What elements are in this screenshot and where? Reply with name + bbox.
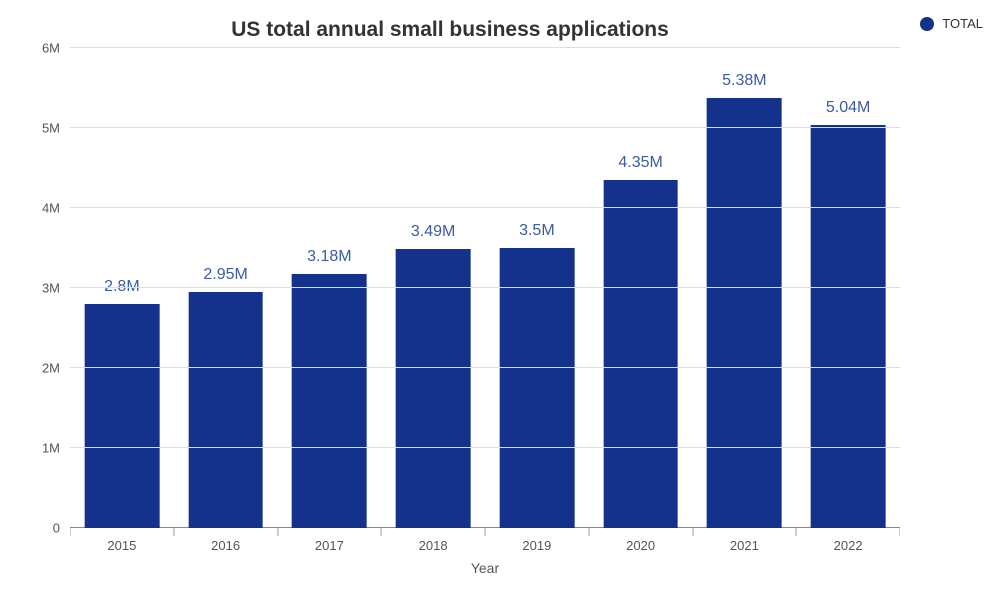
bar-value-label: 3.18M: [307, 248, 351, 266]
bar-value-label: 5.04M: [826, 99, 870, 117]
bar-slot: 3.18M2017: [278, 48, 382, 528]
x-tick-label: 2018: [419, 538, 448, 553]
x-tick: 2018: [381, 528, 485, 536]
y-tick-label: 2M: [42, 361, 70, 376]
bar: [811, 125, 886, 528]
gridline: [70, 47, 900, 48]
x-tick-label: 2016: [211, 538, 240, 553]
bar-slot: 2.8M2015: [70, 48, 174, 528]
legend: TOTAL: [920, 16, 983, 31]
bar: [603, 180, 678, 528]
bar-value-label: 4.35M: [618, 154, 662, 172]
bar: [707, 98, 782, 528]
legend-swatch: [920, 17, 934, 31]
bar-slot: 3.49M2018: [381, 48, 485, 528]
x-tick: 2017: [278, 528, 382, 536]
y-tick-label: 6M: [42, 41, 70, 56]
x-axis-title: Year: [70, 560, 900, 576]
y-tick-label: 4M: [42, 201, 70, 216]
x-tick: 2016: [174, 528, 278, 536]
x-tick: 2020: [589, 528, 693, 536]
x-tick: 2015: [70, 528, 174, 536]
bar: [85, 304, 160, 528]
x-tick-label: 2017: [315, 538, 344, 553]
bar-slot: 5.38M2021: [693, 48, 797, 528]
y-tick-label: 0: [53, 521, 70, 536]
chart-container: US total annual small business applicati…: [0, 0, 1001, 601]
y-tick-label: 3M: [42, 281, 70, 296]
x-tick-label: 2020: [626, 538, 655, 553]
x-tick-label: 2015: [107, 538, 136, 553]
gridline: [70, 447, 900, 448]
x-tick-label: 2022: [834, 538, 863, 553]
bar-slot: 3.5M2019: [485, 48, 589, 528]
x-tick: 2021: [693, 528, 797, 536]
bar-value-label: 2.95M: [203, 266, 247, 284]
bar-slot: 4.35M2020: [589, 48, 693, 528]
bar: [500, 248, 575, 528]
bars-container: 2.8M20152.95M20163.18M20173.49M20183.5M2…: [70, 48, 900, 528]
gridline: [70, 207, 900, 208]
x-tick-label: 2019: [522, 538, 551, 553]
bar-slot: 5.04M2022: [796, 48, 900, 528]
y-tick-label: 5M: [42, 121, 70, 136]
chart-title: US total annual small business applicati…: [0, 18, 900, 42]
bar-value-label: 3.49M: [411, 223, 455, 241]
bar: [396, 249, 471, 528]
gridline: [70, 367, 900, 368]
y-tick-label: 1M: [42, 441, 70, 456]
x-tick: 2022: [796, 528, 900, 536]
bar: [292, 274, 367, 528]
plot-area: 2.8M20152.95M20163.18M20173.49M20183.5M2…: [70, 48, 900, 528]
bar-slot: 2.95M2016: [174, 48, 278, 528]
bar: [188, 292, 263, 528]
x-tick: 2019: [485, 528, 589, 536]
legend-label: TOTAL: [942, 16, 983, 31]
x-tick-label: 2021: [730, 538, 759, 553]
gridline: [70, 287, 900, 288]
bar-value-label: 3.5M: [519, 222, 555, 240]
bar-value-label: 5.38M: [722, 72, 766, 90]
gridline: [70, 127, 900, 128]
